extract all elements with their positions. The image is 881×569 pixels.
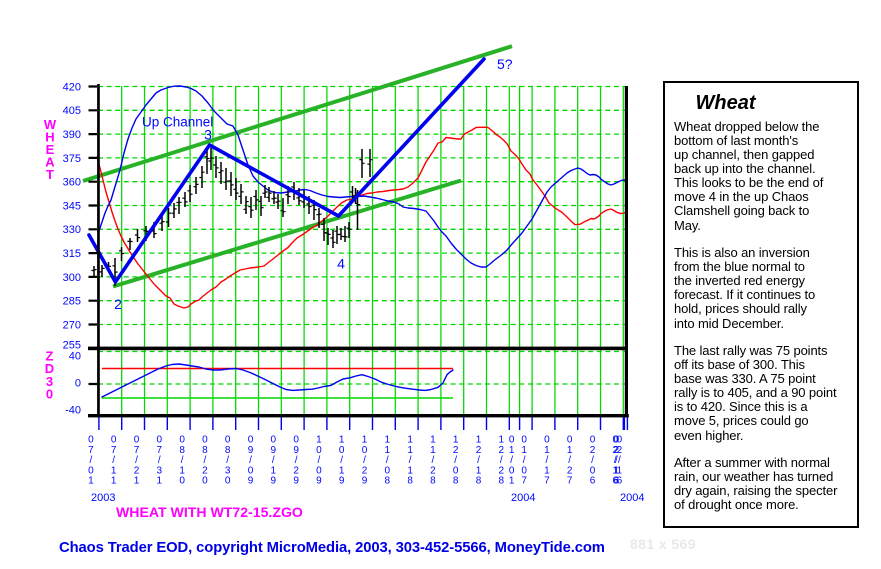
svg-text:01/01: 0 1/0 1 (509, 435, 515, 487)
svg-text:330: 330 (63, 224, 81, 236)
svg-text:40: 40 (69, 351, 81, 363)
svg-text:0: 0 (75, 378, 81, 390)
svg-text:01/17: 0 1/1 7 (544, 435, 550, 487)
svg-text:08/30: 0 8/3 0 (225, 435, 231, 487)
svg-text:2004: 2004 (620, 492, 644, 504)
svg-text:5?: 5? (497, 56, 513, 72)
svg-text:07/31: 0 7/3 1 (157, 435, 163, 487)
svg-text:01/27: 0 1/2 7 (567, 435, 573, 487)
svg-text:10/29: 1 0/2 9 (362, 435, 368, 487)
svg-text:405: 405 (63, 105, 81, 117)
svg-text:315: 315 (63, 248, 81, 260)
svg-text:07/21: 0 7/2 1 (134, 435, 140, 487)
svg-text:Up Channel: Up Channel (142, 115, 213, 130)
svg-text:08/10: 0 8/1 0 (179, 435, 185, 487)
svg-text:12/08: 1 2/0 8 (453, 435, 459, 487)
svg-text:08/20: 0 8/2 0 (202, 435, 208, 487)
svg-text:4: 4 (337, 256, 345, 272)
svg-text:12/28: 1 2/2 8 (499, 435, 505, 487)
svg-text:360: 360 (63, 177, 81, 189)
svg-text:390: 390 (63, 129, 81, 141)
svg-text:02/16: 0 2/1 6 (613, 435, 619, 487)
svg-text:2004: 2004 (511, 492, 535, 504)
svg-text:10/19: 1 0/1 9 (339, 435, 345, 487)
svg-text:-40: -40 (65, 405, 81, 417)
svg-text:07/01: 0 7/0 1 (88, 435, 94, 487)
svg-text:10/09: 1 0/0 9 (316, 435, 322, 487)
svg-text:02/16: 0 2/1 6 (617, 435, 623, 487)
svg-text:2003: 2003 (91, 492, 115, 504)
svg-text:375: 375 (63, 153, 81, 165)
svg-text:2: 2 (114, 296, 122, 312)
svg-text:WHEAT: WHEAT (44, 117, 57, 182)
svg-text:11/18: 1 1/1 8 (407, 435, 413, 487)
svg-text:02/06: 0 2/0 6 (590, 435, 596, 487)
svg-text:3: 3 (204, 127, 212, 143)
svg-text:09/29: 0 9/2 9 (293, 435, 299, 487)
svg-text:07/11: 0 7/1 1 (111, 435, 117, 487)
svg-text:01/07: 0 1/0 7 (521, 435, 527, 487)
svg-text:11/28: 1 1/2 8 (430, 435, 436, 487)
svg-text:02/16: 0 2/1 6 (614, 435, 620, 487)
svg-text:11/08: 1 1/0 8 (385, 435, 391, 487)
svg-text:285: 285 (63, 296, 81, 308)
svg-text:09/09: 0 9/0 9 (248, 435, 254, 487)
svg-text:420: 420 (63, 81, 81, 93)
svg-text:345: 345 (63, 200, 81, 212)
svg-text:12/18: 1 2/1 8 (476, 435, 482, 487)
svg-text:255: 255 (63, 340, 81, 352)
svg-text:09/19: 0 9/1 9 (271, 435, 277, 487)
svg-text:270: 270 (63, 319, 81, 331)
svg-text:300: 300 (63, 272, 81, 284)
